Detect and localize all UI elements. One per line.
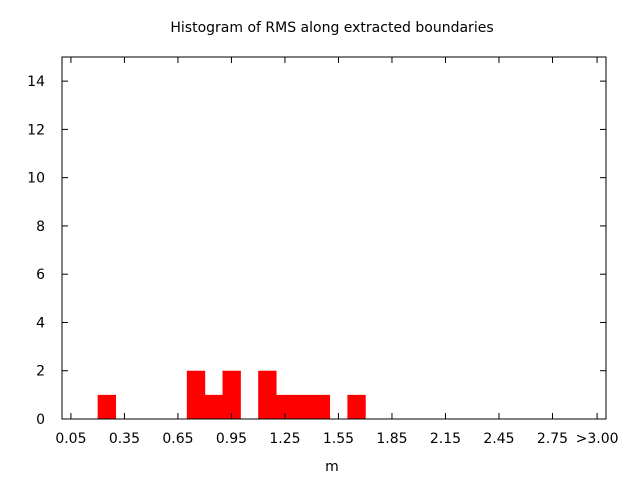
x-tick-label-9: 2.75 [537,431,568,447]
x-tick-label-1: 0.35 [109,431,140,447]
x-tick-label-4: 1.25 [269,431,300,447]
x-tick-label-2: 0.65 [162,431,193,447]
y-tick-label-1: 2 [36,364,45,380]
histogram-bar-5 [276,394,295,419]
histogram-bar-0 [97,394,117,419]
histogram-bar-7 [311,394,331,419]
y-tick-label-7: 14 [27,74,45,90]
y-tick-label-6: 12 [27,122,45,138]
x-tick-label-0: 0.05 [55,431,86,447]
y-tick-label-3: 6 [36,267,45,283]
bars-group [97,370,366,419]
x-tick-label-5: 1.55 [323,431,354,447]
ticks-group: 0.05 0.35 0.65 0.95 1.25 1.55 1.85 2.15 2.45 2.75… [27,57,619,447]
histogram-bar-3 [222,370,241,419]
x-tick-label-6: 1.85 [376,431,407,447]
chart-title: Histogram of RMS along extracted boundar… [170,20,493,36]
x-tick-label-3: 0.95 [216,431,247,447]
x-tick-label-8: 2.45 [483,431,514,447]
histogram-bar-4 [258,370,277,419]
y-tick-label-5: 10 [27,171,45,187]
y-tick-label-0: 0 [36,412,45,428]
y-tick-label-2: 4 [36,315,45,331]
y-tick-label-4: 8 [36,219,45,235]
plot-frame [61,56,607,420]
x-tick-label-10: >3.00 [576,431,619,447]
histogram-bar-2 [204,394,224,419]
x-axis-label: m [325,459,339,475]
histogram-bar-6 [293,394,313,419]
histogram-bar-1 [186,370,206,419]
histogram-bar-8 [347,394,366,419]
x-tick-label-7: 2.15 [430,431,461,447]
